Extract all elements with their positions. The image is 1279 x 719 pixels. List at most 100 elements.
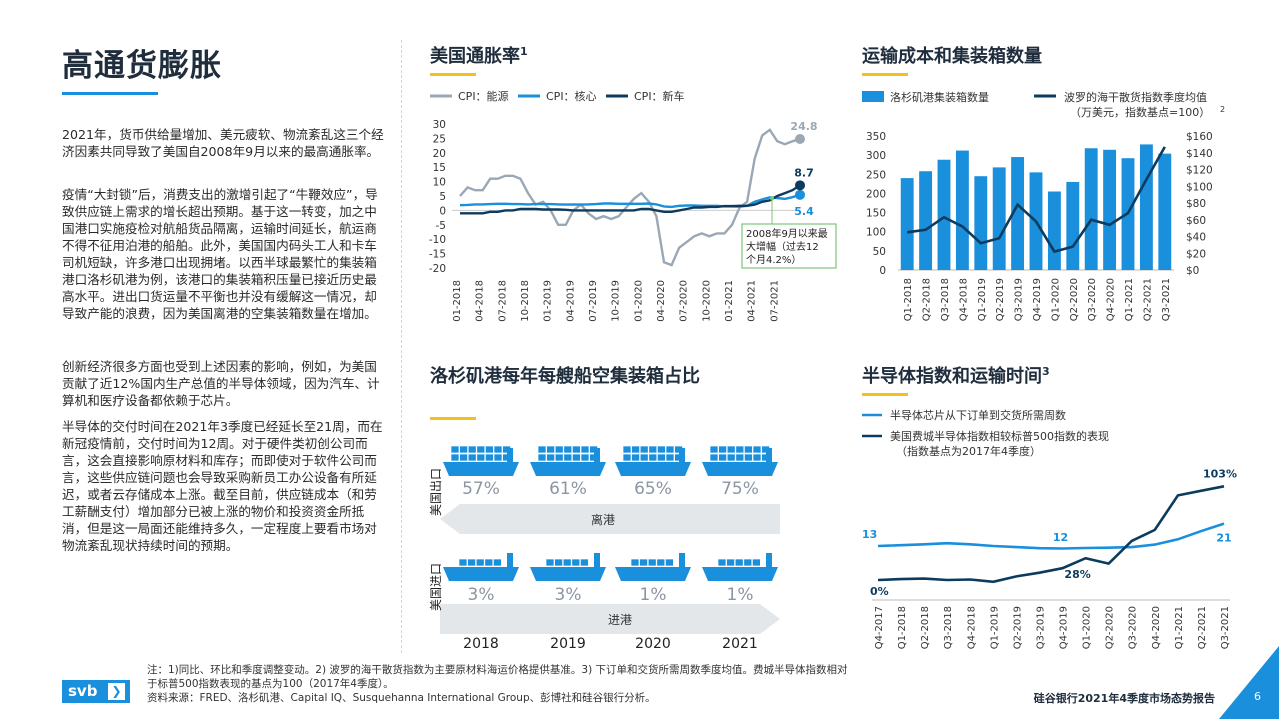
x-tick-label: Q3-2020 [1087, 278, 1098, 321]
export-arrow [440, 504, 780, 534]
ship-hull [702, 462, 778, 476]
x-tick-label: Q3-2018 [940, 278, 951, 321]
left-y-tick-label: 0 [879, 265, 886, 277]
ship-hull [530, 462, 606, 476]
semiconductor-chart: 半导体芯片从下订单到交货所需周数美国费城半导体指数相较标普500指数的表现（指数… [862, 408, 1237, 649]
container-block [467, 558, 476, 567]
title-underline [62, 92, 158, 95]
container-block [571, 558, 581, 567]
year-label: 2018 [463, 636, 499, 652]
legend-label-0: CPI：能源 [458, 89, 509, 103]
container-block [493, 445, 503, 454]
container-block [648, 453, 658, 462]
x-tick-label: Q3-2019 [1035, 606, 1046, 649]
container-bar [1011, 157, 1025, 270]
x-tick-label: Q3-2021 [1161, 278, 1172, 321]
corner-triangle [1219, 646, 1279, 719]
import-arrow-label: 进港 [608, 613, 632, 627]
x-tick-label: Q4-2018 [966, 606, 977, 649]
container-bar [1158, 153, 1172, 270]
legend-label-0: 半导体芯片从下订单到交货所需周数 [890, 408, 1066, 422]
series-end-point-2 [795, 180, 805, 191]
x-tick-label: 04-2018 [475, 280, 486, 322]
left-y-tick-label: 200 [866, 188, 886, 200]
container-block [639, 558, 648, 567]
x-tick-label: Q4-2018 [958, 278, 969, 321]
x-tick-label: Q1-2021 [1124, 278, 1135, 321]
container-block [562, 558, 572, 567]
right-y-tick-label: $120 [1186, 165, 1213, 177]
x-tick-label: Q1-2019 [989, 606, 1000, 649]
x-tick-label: Q2-2019 [1012, 606, 1023, 649]
container-block [476, 445, 486, 454]
right-y-tick-label: $160 [1186, 131, 1213, 143]
x-tick-label: Q4-2020 [1151, 606, 1162, 649]
container-block [467, 453, 477, 462]
container-block [537, 453, 547, 462]
import-ship-icon [530, 553, 606, 581]
container-block [743, 558, 753, 567]
import-percent: 3% [468, 585, 495, 605]
report-name: 硅谷银行2021年4季度市场态势报告 [1033, 692, 1215, 705]
annotation-box [741, 223, 837, 269]
import-percent: 3% [555, 585, 582, 605]
container-block [744, 453, 753, 462]
right-y-tick-label: $20 [1186, 248, 1206, 260]
container-block [622, 445, 632, 454]
container-block [493, 558, 502, 567]
import-arrow [440, 604, 780, 634]
x-tick-label: Q2-2021 [1142, 278, 1153, 321]
lead-time-last-label: 21 [1216, 532, 1231, 545]
y-tick-label: 25 [433, 133, 446, 145]
container-block [726, 453, 736, 462]
container-block [657, 445, 666, 454]
x-tick-label: Q4-2019 [1032, 278, 1043, 321]
x-tick-label: 07-2021 [769, 280, 780, 322]
x-tick-label: Q2-2018 [920, 606, 931, 649]
ship-hull [443, 462, 519, 476]
container-block [752, 453, 762, 462]
import-ship-icon [443, 553, 519, 581]
export-ship-icon [443, 445, 519, 476]
import-ship-icon [702, 553, 778, 581]
container-block [580, 453, 590, 462]
container-block [450, 453, 460, 462]
inflation-chart: CPI：能源 CPI：核心 CPI：新车 30 25 20 15 10 5 0 -5 -10 -15 -2… [429, 89, 837, 322]
container-bar [1103, 149, 1117, 270]
container-block [485, 453, 494, 462]
right-y-tick-label: $40 [1186, 232, 1206, 244]
ship-bridge [766, 448, 772, 462]
empty-container-chart-title: 洛杉矶港每年每艘船空集装箱占比 [430, 366, 700, 387]
legend-line-label-2: （万美元，指数基点=100） [1070, 105, 1210, 119]
container-block [709, 445, 719, 454]
container-bar [955, 150, 969, 270]
x-tick-label: Q2-2019 [995, 278, 1006, 321]
container-block [537, 445, 547, 454]
shipping-title-accent [862, 73, 908, 76]
import-ship-icon [615, 553, 691, 581]
legend-label-1: 美国费城半导体指数相较标普500指数的表现 [890, 429, 1109, 443]
ship-bridge [594, 553, 600, 567]
ship-bridge [679, 448, 685, 462]
container-block [744, 445, 753, 454]
import-percent: 1% [727, 585, 754, 605]
container-bar [919, 171, 933, 270]
container-bar [1084, 148, 1098, 270]
container-block [546, 453, 555, 462]
annotation-text-line-1: 大增幅（过去12 [746, 240, 819, 253]
x-tick-label: 01-2021 [724, 280, 735, 322]
export-percent: 61% [549, 479, 587, 499]
chevron-right-icon: ❯ [108, 683, 125, 700]
container-block [718, 453, 727, 462]
container-block [752, 445, 762, 454]
x-tick-label: 01-2020 [633, 280, 644, 322]
import-percent: 1% [640, 585, 667, 605]
container-block [485, 445, 494, 454]
series-end-label-2: 8.7 [794, 166, 814, 179]
x-tick-label: 01-2019 [543, 280, 554, 322]
container-block [622, 453, 632, 462]
sox-first-label: 0% [870, 585, 889, 598]
x-tick-label: Q2-2021 [1197, 606, 1208, 649]
y-tick-label: -20 [429, 263, 446, 275]
x-tick-label: 10-2020 [701, 280, 712, 322]
